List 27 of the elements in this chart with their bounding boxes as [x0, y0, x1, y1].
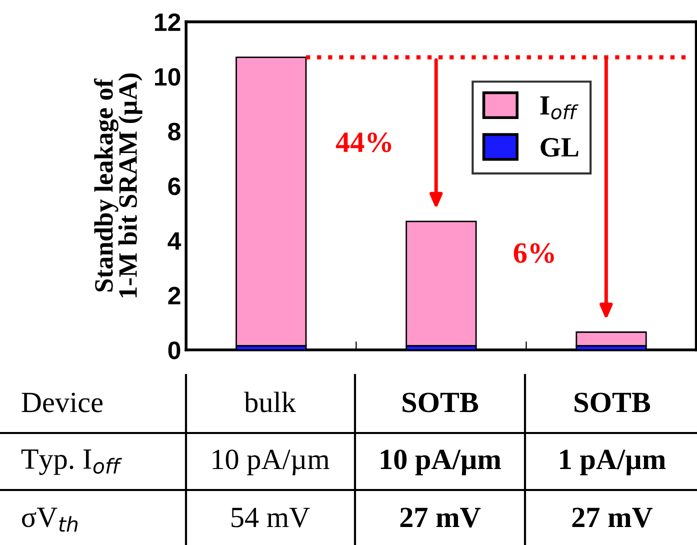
- bar: [576, 331, 647, 346]
- text: 1 pA/µm: [560, 450, 666, 476]
- text: 27 mV: [400, 508, 481, 528]
- bar: [236, 56, 307, 346]
- y-tick-label: 10: [155, 68, 180, 86]
- x-tick-label: SOTB: [574, 392, 650, 412]
- y-tick-label: 8: [168, 122, 180, 140]
- legend-label: GL: [540, 138, 578, 157]
- text: σV$_{th}$: [22, 508, 78, 532]
- annotation: 44%: [336, 132, 392, 152]
- x-tick-label: bulk: [244, 392, 296, 412]
- y-tick-label: 6: [168, 177, 180, 196]
- bar: [406, 220, 477, 346]
- text: 54 mV: [232, 508, 310, 528]
- text: Typ. I$_{off}$: [21, 450, 122, 475]
- annotation: 6%: [514, 243, 554, 263]
- y-axis-title: Standby leakage of 1-M bit SRAM (µA): [94, 74, 142, 298]
- text: 27 mV: [572, 508, 653, 528]
- y-tick-label: 12: [155, 13, 180, 31]
- y-tick-label: 4: [168, 232, 182, 250]
- y-tick-label: 2: [168, 286, 180, 304]
- y-tick-label: 0: [168, 341, 180, 360]
- text: 10 pA/µm: [380, 450, 501, 476]
- x-tick-label: SOTB: [402, 392, 478, 412]
- text: 10 pA/µm: [212, 450, 330, 476]
- legend-label: I$_{off}$: [540, 96, 578, 120]
- text: Device: [22, 392, 102, 412]
